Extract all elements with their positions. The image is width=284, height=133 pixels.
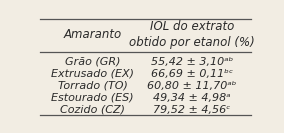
Text: Estourado (ES): Estourado (ES) [51, 93, 134, 103]
Text: 55,42 ± 3,10ᵃᵇ: 55,42 ± 3,10ᵃᵇ [151, 57, 233, 66]
Text: IOL do extrato
obtido por etanol (%): IOL do extrato obtido por etanol (%) [129, 20, 255, 49]
Text: 49,34 ± 4,98ᵃ: 49,34 ± 4,98ᵃ [153, 93, 231, 103]
Text: Grão (GR): Grão (GR) [65, 57, 120, 66]
Text: Amaranto: Amaranto [64, 28, 122, 41]
Text: 60,80 ± 11,70ᵃᵇ: 60,80 ± 11,70ᵃᵇ [147, 81, 237, 91]
Text: Cozido (CZ): Cozido (CZ) [60, 105, 125, 115]
Text: Extrusado (EX): Extrusado (EX) [51, 69, 134, 79]
Text: 66,69 ± 0,11ᵇᶜ: 66,69 ± 0,11ᵇᶜ [151, 69, 233, 79]
Text: 79,52 ± 4,56ᶜ: 79,52 ± 4,56ᶜ [153, 105, 230, 115]
Text: Torrado (TO): Torrado (TO) [58, 81, 128, 91]
